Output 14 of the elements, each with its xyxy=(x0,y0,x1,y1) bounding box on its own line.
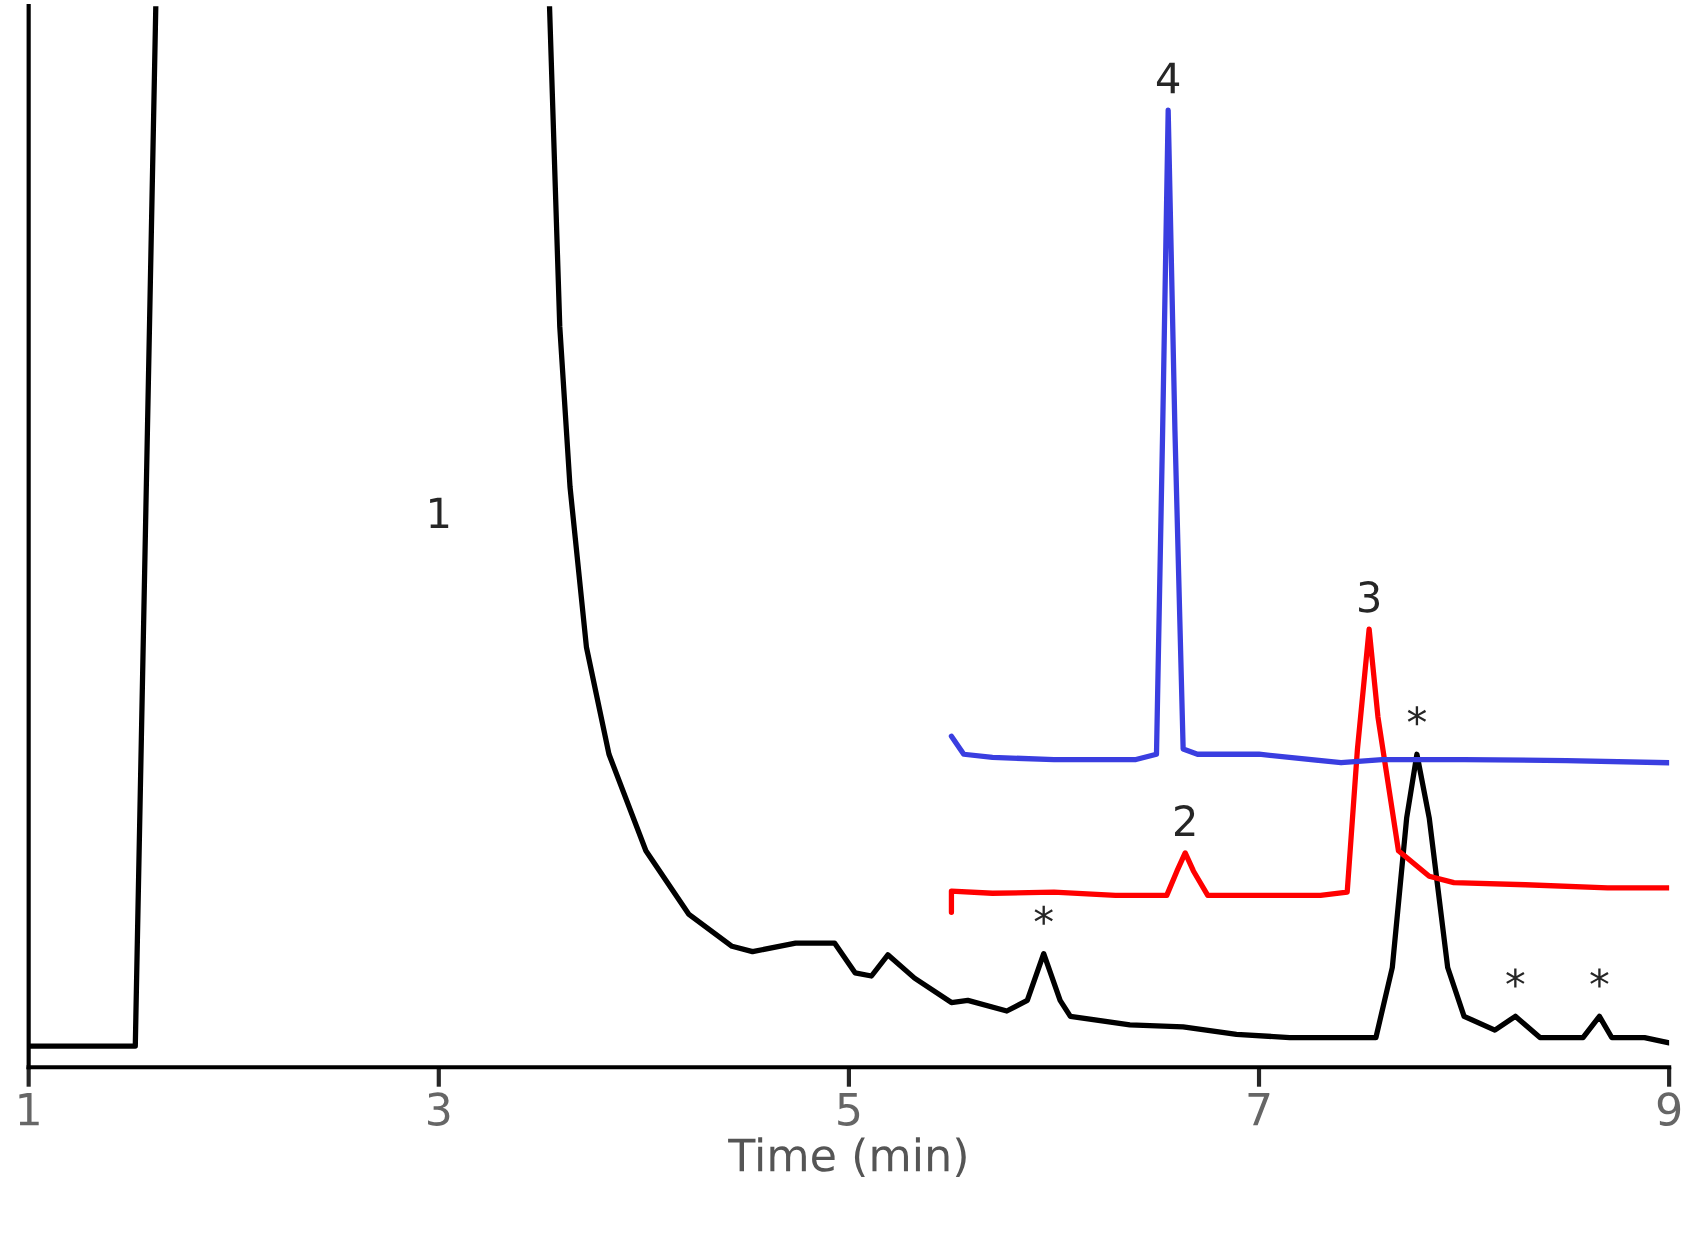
annotation: * xyxy=(1506,968,1525,988)
annotation: 2 xyxy=(1175,805,1195,836)
x-tick-label: 1 xyxy=(19,1092,39,1126)
x-tick-label: 9 xyxy=(1657,1092,1681,1126)
annotation: 1 xyxy=(430,497,449,529)
annotation: 3 xyxy=(1359,581,1380,613)
x-tick-label: 3 xyxy=(428,1092,450,1126)
annotation: 4 xyxy=(1156,62,1180,94)
x-tick-label: 5 xyxy=(838,1092,860,1126)
x-axis-title: Time (min) xyxy=(728,1137,966,1177)
annotation: * xyxy=(1407,706,1427,726)
x-tick-label: 7 xyxy=(1248,1092,1270,1126)
annotation: * xyxy=(1590,968,1609,988)
annotation: * xyxy=(1034,905,1053,925)
